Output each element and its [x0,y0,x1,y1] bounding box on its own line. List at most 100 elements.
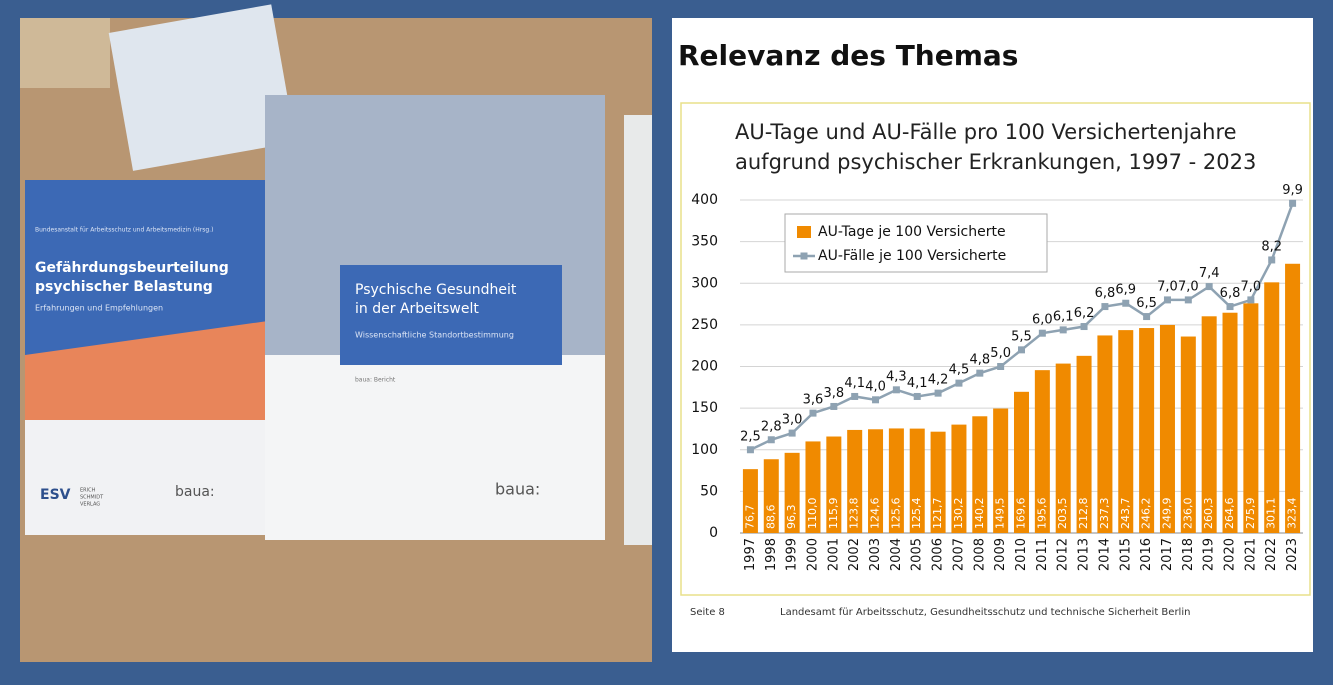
tape [20,18,110,88]
line-marker [935,390,942,397]
paper [624,115,652,545]
bar [1264,282,1279,533]
photo: Bundesanstalt für Arbeitsschutz und Arbe… [20,4,652,662]
line-marker [1227,303,1234,310]
line-value-label: 9,9 [1282,183,1303,198]
bar-value-label: 125,6 [889,498,902,530]
line-value-label: 4,1 [907,376,928,391]
line-marker [1289,200,1296,207]
line-value-label: 3,6 [803,393,824,408]
line-marker [768,436,775,443]
line-marker [1268,256,1275,263]
chart-title: aufgrund psychischer Erkrankungen, 1997 … [735,150,1256,174]
line-marker [851,393,858,400]
line-marker [893,386,900,393]
bar-value-label: 301,1 [1265,498,1278,530]
x-tick-label: 2010 [1014,538,1029,571]
legend-label: AU-Tage je 100 Versicherte [818,224,1006,240]
x-tick-label: 2021 [1243,538,1258,571]
line-value-label: 7,0 [1241,279,1262,294]
line-value-label: 6,2 [1074,306,1095,321]
source: Landesamt für Arbeitsschutz, Gesundheits… [780,607,1190,618]
x-tick-label: 2000 [805,538,820,571]
line-marker [1247,296,1254,303]
bar-value-label: 203,5 [1056,498,1069,530]
book-title: Psychische Gesundheit [355,282,517,298]
x-tick-label: 2019 [1202,538,1217,571]
line-marker [1081,323,1088,330]
line-marker [1018,346,1025,353]
x-tick-label: 2015 [1118,538,1133,571]
book-subtitle: Erfahrungen und Empfehlungen [35,304,163,313]
y-tick-label: 0 [709,525,718,541]
y-tick-label: 150 [691,400,718,416]
line-marker [830,403,837,410]
logo-text: SCHMIDT [80,495,104,501]
book-title: in der Arbeitswelt [355,301,479,317]
x-tick-label: 2016 [1139,538,1154,571]
bar-value-label: 140,2 [973,498,986,530]
line-marker [955,380,962,387]
line-value-label: 5,0 [990,346,1011,361]
line-value-label: 6,8 [1095,286,1116,301]
bar-value-label: 76,7 [743,505,756,530]
x-tick-label: 2011 [1035,538,1050,571]
legend-label: AU-Fälle je 100 Versicherte [818,248,1006,264]
line-value-label: 6,1 [1053,309,1074,324]
line-marker [997,363,1004,370]
x-tick-label: 2003 [868,538,883,571]
bar-value-label: 323,4 [1286,498,1299,530]
bar-value-label: 264,6 [1223,498,1236,530]
x-tick-label: 2001 [826,538,841,571]
legend-swatch [797,226,811,238]
line-marker [747,446,754,453]
chart-title: AU-Tage und AU-Fälle pro 100 Versicherte… [735,120,1237,144]
line-value-label: 2,8 [761,419,782,434]
y-tick-label: 100 [691,442,718,458]
x-tick-label: 2008 [972,538,987,571]
line-marker [789,430,796,437]
x-tick-label: 2005 [910,538,925,571]
line-value-label: 2,5 [740,429,761,444]
bar-value-label: 130,2 [952,498,965,530]
bar-value-label: 124,6 [869,498,882,530]
line-value-label: 7,0 [1178,279,1199,294]
bar-value-label: 88,6 [764,505,777,530]
legend-swatch [801,253,808,260]
page: Bundesanstalt für Arbeitsschutz und Arbe… [0,0,1333,685]
line-marker [1164,296,1171,303]
bar-value-label: 212,8 [1077,498,1090,530]
x-tick-label: 2023 [1285,538,1300,571]
bar-value-label: 96,3 [785,505,798,530]
bar-value-label: 243,7 [1119,498,1132,530]
bar-value-label: 237,3 [1098,498,1111,530]
y-tick-label: 400 [691,192,718,208]
page-number: Seite 8 [690,607,725,618]
bar-value-label: 110,0 [806,498,819,530]
bar-value-label: 275,9 [1244,498,1257,530]
logo-text: VERLAG [80,502,100,508]
logo: baua: [495,480,540,499]
line-value-label: 7,4 [1199,266,1220,281]
x-tick-label: 2020 [1223,538,1238,571]
x-tick-label: 2012 [1056,538,1071,571]
y-tick-label: 200 [691,359,718,375]
line-marker [872,396,879,403]
x-tick-label: 2006 [931,538,946,571]
line-marker [1101,303,1108,310]
bar-value-label: 195,6 [1035,498,1048,530]
x-tick-label: 2002 [847,538,862,571]
bar-value-label: 121,7 [931,498,944,530]
bar-value-label: 123,8 [848,498,861,530]
bar-value-label: 149,5 [994,497,1007,529]
bar-value-label: 169,6 [1015,498,1028,530]
bar [1285,264,1300,533]
bar-value-label: 236,0 [1181,498,1194,530]
book-title: psychischer Belastung [35,279,213,295]
line-marker [1143,313,1150,320]
line-value-label: 4,0 [865,379,886,394]
y-tick-label: 50 [700,483,718,499]
line-marker [976,370,983,377]
screen: Bundesanstalt für Arbeitsschutz und Arbe… [0,0,1333,685]
x-tick-label: 2004 [889,538,904,571]
